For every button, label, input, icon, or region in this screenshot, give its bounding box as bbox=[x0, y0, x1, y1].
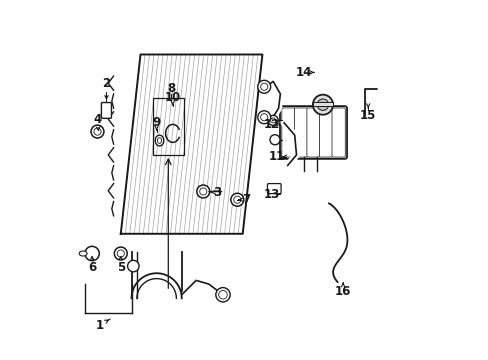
Text: 9: 9 bbox=[152, 116, 161, 129]
Circle shape bbox=[199, 188, 206, 195]
Text: 12: 12 bbox=[263, 118, 279, 131]
Circle shape bbox=[312, 95, 332, 115]
Text: 14: 14 bbox=[295, 66, 311, 79]
Circle shape bbox=[260, 83, 267, 90]
Circle shape bbox=[196, 185, 209, 198]
Circle shape bbox=[85, 246, 99, 261]
Text: 5: 5 bbox=[117, 261, 124, 274]
Circle shape bbox=[270, 118, 275, 123]
Circle shape bbox=[117, 250, 124, 257]
Circle shape bbox=[260, 114, 267, 121]
Circle shape bbox=[230, 193, 244, 206]
Circle shape bbox=[317, 99, 328, 111]
Ellipse shape bbox=[157, 138, 162, 143]
FancyBboxPatch shape bbox=[267, 184, 281, 194]
Bar bbox=[312, 102, 332, 107]
FancyBboxPatch shape bbox=[331, 108, 345, 157]
Text: 7: 7 bbox=[242, 193, 250, 206]
FancyBboxPatch shape bbox=[101, 103, 111, 118]
Circle shape bbox=[257, 80, 270, 93]
Text: 6: 6 bbox=[88, 261, 96, 274]
Text: 4: 4 bbox=[93, 113, 102, 126]
Ellipse shape bbox=[155, 135, 163, 146]
Text: 11: 11 bbox=[268, 150, 285, 163]
Text: 2: 2 bbox=[102, 77, 110, 90]
Circle shape bbox=[269, 135, 280, 145]
Circle shape bbox=[127, 260, 139, 272]
Text: 8: 8 bbox=[166, 82, 175, 95]
Circle shape bbox=[267, 115, 278, 125]
FancyBboxPatch shape bbox=[319, 108, 332, 157]
Text: 16: 16 bbox=[334, 285, 350, 298]
Polygon shape bbox=[121, 54, 262, 234]
Ellipse shape bbox=[79, 251, 87, 256]
Text: 10: 10 bbox=[164, 91, 181, 104]
Circle shape bbox=[94, 128, 101, 135]
FancyBboxPatch shape bbox=[306, 108, 320, 157]
Circle shape bbox=[257, 111, 270, 124]
Circle shape bbox=[114, 247, 127, 260]
Text: 3: 3 bbox=[213, 186, 221, 199]
Text: 15: 15 bbox=[359, 109, 376, 122]
Bar bbox=[153, 98, 183, 155]
FancyBboxPatch shape bbox=[294, 108, 307, 157]
Text: 1: 1 bbox=[95, 319, 103, 332]
Circle shape bbox=[215, 288, 230, 302]
Circle shape bbox=[218, 291, 227, 299]
FancyBboxPatch shape bbox=[281, 108, 294, 157]
FancyBboxPatch shape bbox=[280, 106, 346, 159]
Circle shape bbox=[233, 196, 241, 203]
Text: 13: 13 bbox=[263, 188, 279, 201]
Circle shape bbox=[91, 125, 104, 138]
